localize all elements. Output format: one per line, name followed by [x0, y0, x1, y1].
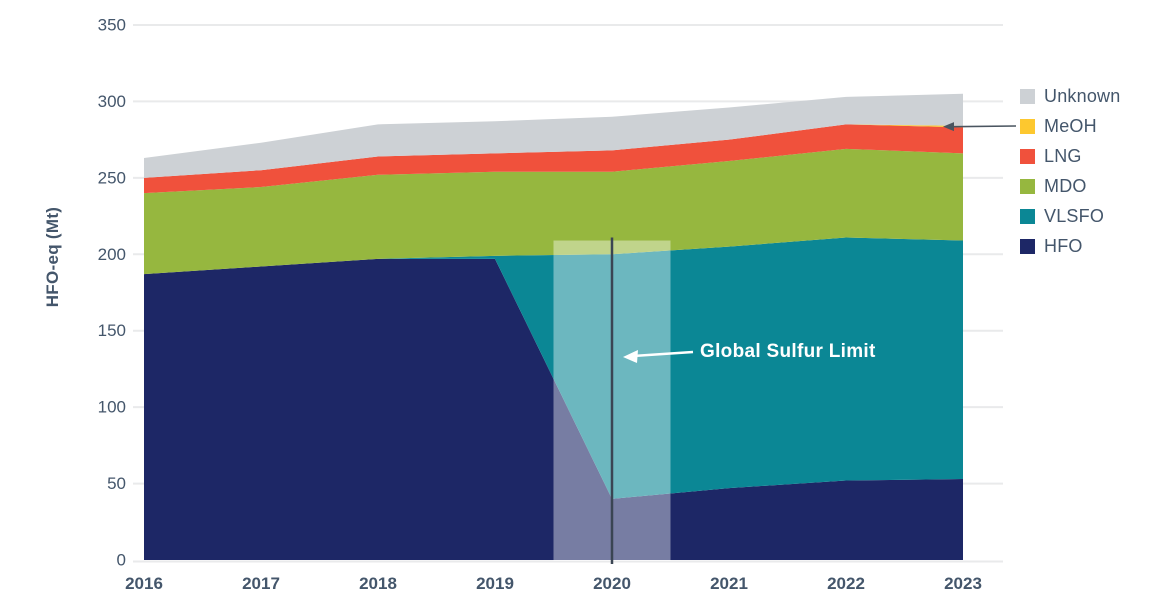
meoh-callout-arrow-line: [951, 125, 1017, 128]
legend-swatch-vlsfo: [1020, 208, 1035, 224]
y-tick-label-200: 200: [98, 245, 126, 264]
sulfur-limit-arrow-line: [633, 350, 694, 358]
y-tick-label-50: 50: [107, 474, 126, 493]
legend-item-unknown: Unknown: [1020, 81, 1120, 111]
x-tick-label-2019: 2019: [476, 574, 514, 593]
y-tick-label-150: 150: [98, 321, 126, 340]
sulfur-limit-label: Global Sulfur Limit: [700, 341, 876, 362]
x-tick-label-2018: 2018: [359, 574, 397, 593]
meoh-callout-arrow-head: [943, 122, 954, 132]
sulfur-limit-arrow-head: [623, 350, 638, 363]
legend-label-vlsfo: VLSFO: [1044, 205, 1105, 226]
legend-swatch-hfo: [1020, 238, 1035, 254]
area-unknown: [144, 93, 963, 178]
x-tick-label-2016: 2016: [125, 574, 163, 593]
y-tick-label-300: 300: [98, 92, 126, 111]
legend-swatch-meoh: [1020, 118, 1035, 134]
legend-swatch-lng: [1020, 148, 1035, 164]
legend-item-hfo: HFO: [1020, 231, 1120, 261]
x-tick-label-2017: 2017: [242, 574, 280, 593]
legend-label-mdo: MDO: [1044, 175, 1087, 196]
legend-swatch-unknown: [1020, 88, 1035, 104]
legend-label-unknown: Unknown: [1044, 85, 1121, 106]
area-hfo: [144, 258, 963, 560]
legend-item-vlsfo: VLSFO: [1020, 201, 1120, 231]
x-tick-label-2020: 2020: [593, 574, 631, 593]
legend-label-hfo: HFO: [1044, 235, 1083, 256]
legend-item-lng: LNG: [1020, 141, 1120, 171]
area-lng: [144, 124, 963, 194]
legend-swatch-mdo: [1020, 178, 1035, 194]
x-tick-label-2022: 2022: [827, 574, 865, 593]
area-mdo: [144, 148, 963, 275]
legend-item-mdo: MDO: [1020, 171, 1120, 201]
legend-item-meoh: MeOH: [1020, 111, 1120, 141]
legend: Unknown MeOH LNG MDO VLSFO HFO: [1020, 81, 1120, 261]
x-tick-label-2023: 2023: [944, 574, 982, 593]
y-tick-label-0: 0: [117, 551, 126, 570]
x-tick-label-2021: 2021: [710, 574, 748, 593]
y-tick-label-350: 350: [98, 16, 126, 35]
y-tick-label-100: 100: [98, 398, 126, 417]
y-tick-label-250: 250: [98, 168, 126, 187]
area-vlsfo: [144, 237, 963, 499]
legend-label-meoh: MeOH: [1044, 115, 1097, 136]
y-axis-title: HFO-eq (Mt): [43, 206, 62, 308]
legend-label-lng: LNG: [1044, 145, 1082, 166]
